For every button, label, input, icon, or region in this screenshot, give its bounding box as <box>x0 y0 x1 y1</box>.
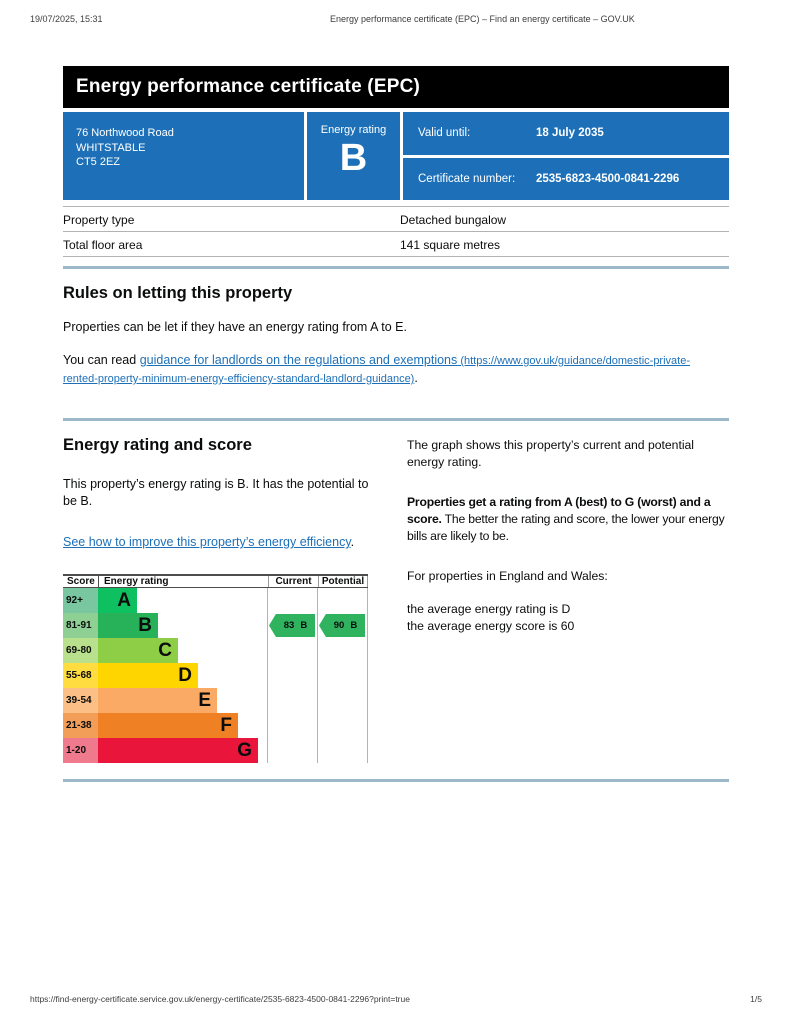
section-divider <box>63 266 729 269</box>
current-score: 83 <box>283 620 295 631</box>
column-line <box>267 588 268 763</box>
epc-band-row-e: 39-54 E <box>63 688 368 713</box>
row-value: Detached bungalow <box>400 213 507 227</box>
column-header-current: Current <box>268 576 318 587</box>
epc-band-bar: C <box>98 638 178 663</box>
rating-right-column: The graph shows this property’s current … <box>407 436 729 763</box>
epc-band-bar: A <box>98 588 137 613</box>
energy-rating-cell: Energy rating B <box>307 112 400 200</box>
england-wales-paragraph: For properties in England and Wales: <box>407 569 608 583</box>
footer-url: https://find-energy-certificate.service.… <box>30 994 410 1004</box>
banner-title: Energy performance certificate (EPC) <box>76 76 421 97</box>
column-line <box>317 588 318 763</box>
epc-band-bar: D <box>98 663 198 688</box>
epc-score-range: 92+ <box>63 588 98 613</box>
epc-score-range: 21-38 <box>63 713 98 738</box>
epc-score-range: 81-91 <box>63 613 98 638</box>
rating-summary-paragraph: This property’s energy rating is B. It h… <box>63 477 369 508</box>
epc-band-bar: E <box>98 688 217 713</box>
valid-until-value: 18 July 2035 <box>536 127 604 140</box>
row-label: Property type <box>63 213 135 227</box>
link-prefix: You can read <box>63 353 140 367</box>
column-header-energy-rating: Energy rating <box>98 576 268 587</box>
print-datetime: 19/07/2025, 15:31 <box>30 14 103 24</box>
epc-band-row-f: 21-38 F <box>63 713 368 738</box>
certificate-number-value: 2535-6823-4500-0841-2296 <box>536 172 680 185</box>
footer-page-number: 1/5 <box>750 994 762 1004</box>
certificate-number-row: Certificate number: 2535-6823-4500-0841-… <box>403 157 729 200</box>
epc-band-bar: F <box>98 713 238 738</box>
epc-band-bar: G <box>98 738 258 763</box>
valid-until-row: Valid until: 18 July 2035 <box>403 112 729 155</box>
potential-score: 90 <box>333 620 345 631</box>
epc-score-range: 1-20 <box>63 738 98 763</box>
epc-potential-arrow: 90 B <box>319 614 365 637</box>
rating-scale-paragraph: Properties get a rating from A (best) to… <box>407 495 725 543</box>
energy-rating-label: Energy rating <box>320 124 387 136</box>
epc-score-range: 39-54 <box>63 688 98 713</box>
energy-rating-value: B <box>339 137 368 179</box>
property-details-table: Property type Detached bungalow Total fl… <box>63 206 729 257</box>
rules-heading: Rules on letting this property <box>63 284 293 302</box>
row-value: 141 square metres <box>400 238 501 252</box>
potential-band: B <box>350 620 358 631</box>
epc-band-row-a: 92+ A <box>63 588 368 613</box>
rules-paragraph: Properties can be let if they have an en… <box>63 320 407 334</box>
address-line-1: 76 Northwood Road <box>76 127 174 139</box>
improve-efficiency-link[interactable]: See how to improve this property’s energ… <box>63 535 351 549</box>
link-suffix: . <box>414 371 418 385</box>
column-line <box>367 588 368 763</box>
certificate-validity-cells: Valid until: 18 July 2035 Certificate nu… <box>403 112 729 200</box>
table-row-property-type: Property type Detached bungalow <box>63 207 729 232</box>
epc-band-row-d: 55-68 D <box>63 663 368 688</box>
epc-band-row-g: 1-20 G <box>63 738 368 763</box>
column-header-score: Score <box>67 576 95 587</box>
graph-explainer-paragraph: The graph shows this property’s current … <box>407 438 695 469</box>
section-divider <box>63 418 729 421</box>
certificate-number-label: Certificate number: <box>418 172 516 185</box>
address-line-3: CT5 2EZ <box>76 156 121 168</box>
energy-rating-graph: Score Energy rating Current Potential 92… <box>63 574 368 763</box>
epc-band-bar: B <box>98 613 158 638</box>
section-divider <box>63 779 729 782</box>
epc-current-arrow: 83 B <box>269 614 315 637</box>
row-label: Total floor area <box>63 238 143 252</box>
valid-until-label: Valid until: <box>418 127 471 140</box>
current-band: B <box>300 620 308 631</box>
address-line-2: WHITSTABLE <box>76 141 146 154</box>
property-address: 76 Northwood Road WHITSTABLE CT5 2EZ <box>63 112 304 200</box>
column-header-potential: Potential <box>318 576 368 587</box>
epc-band-row-b: 81-91 B <box>63 613 368 638</box>
rating-left-column: Energy rating and score This property’s … <box>63 436 381 763</box>
graph-header-row: Score Energy rating Current Potential <box>63 574 368 588</box>
certificate-banner: Energy performance certificate (EPC) <box>63 66 729 108</box>
landlord-guidance-paragraph: You can read guidance for landlords on t… <box>63 352 711 388</box>
epc-chart-body: 92+ A 81-91 B 69-80 C 55-68 D 39-54 E 21-38 F 1-20 G … <box>63 588 368 763</box>
energy-rating-section: Energy rating and score This property’s … <box>63 436 729 763</box>
landlord-guidance-link[interactable]: guidance for landlords on the regulation… <box>63 353 690 385</box>
certificate-summary-box: 76 Northwood Road WHITSTABLE CT5 2EZ Ene… <box>63 112 729 200</box>
print-page-title: Energy performance certificate (EPC) – F… <box>330 14 635 24</box>
page-content: Energy performance certificate (EPC) 76 … <box>63 66 729 782</box>
improve-efficiency-paragraph: See how to improve this property’s energ… <box>63 535 355 549</box>
link-href-text: (https://www.gov.uk/guidance/domestic-pr… <box>63 355 690 385</box>
epc-score-range: 69-80 <box>63 638 98 663</box>
epc-score-range: 55-68 <box>63 663 98 688</box>
rating-heading: Energy rating and score <box>63 436 252 454</box>
epc-band-row-c: 69-80 C <box>63 638 368 663</box>
table-row-floor-area: Total floor area 141 square metres <box>63 232 729 257</box>
